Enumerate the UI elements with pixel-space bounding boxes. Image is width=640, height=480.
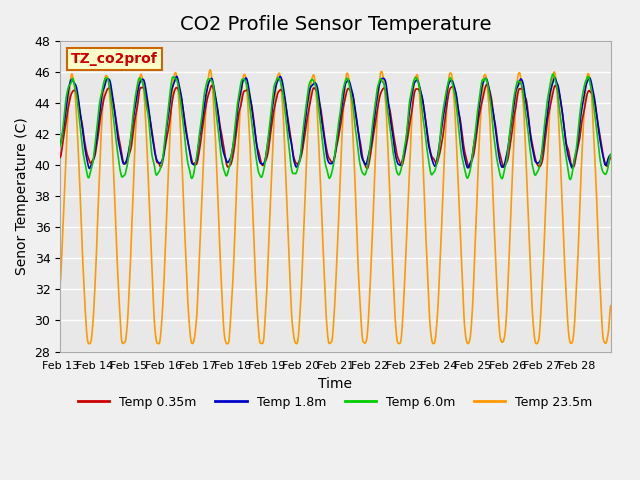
- X-axis label: Time: Time: [319, 377, 353, 391]
- Y-axis label: Senor Temperature (C): Senor Temperature (C): [15, 118, 29, 275]
- Title: CO2 Profile Sensor Temperature: CO2 Profile Sensor Temperature: [180, 15, 491, 34]
- Legend: Temp 0.35m, Temp 1.8m, Temp 6.0m, Temp 23.5m: Temp 0.35m, Temp 1.8m, Temp 6.0m, Temp 2…: [73, 391, 598, 414]
- Text: TZ_co2prof: TZ_co2prof: [71, 52, 158, 66]
